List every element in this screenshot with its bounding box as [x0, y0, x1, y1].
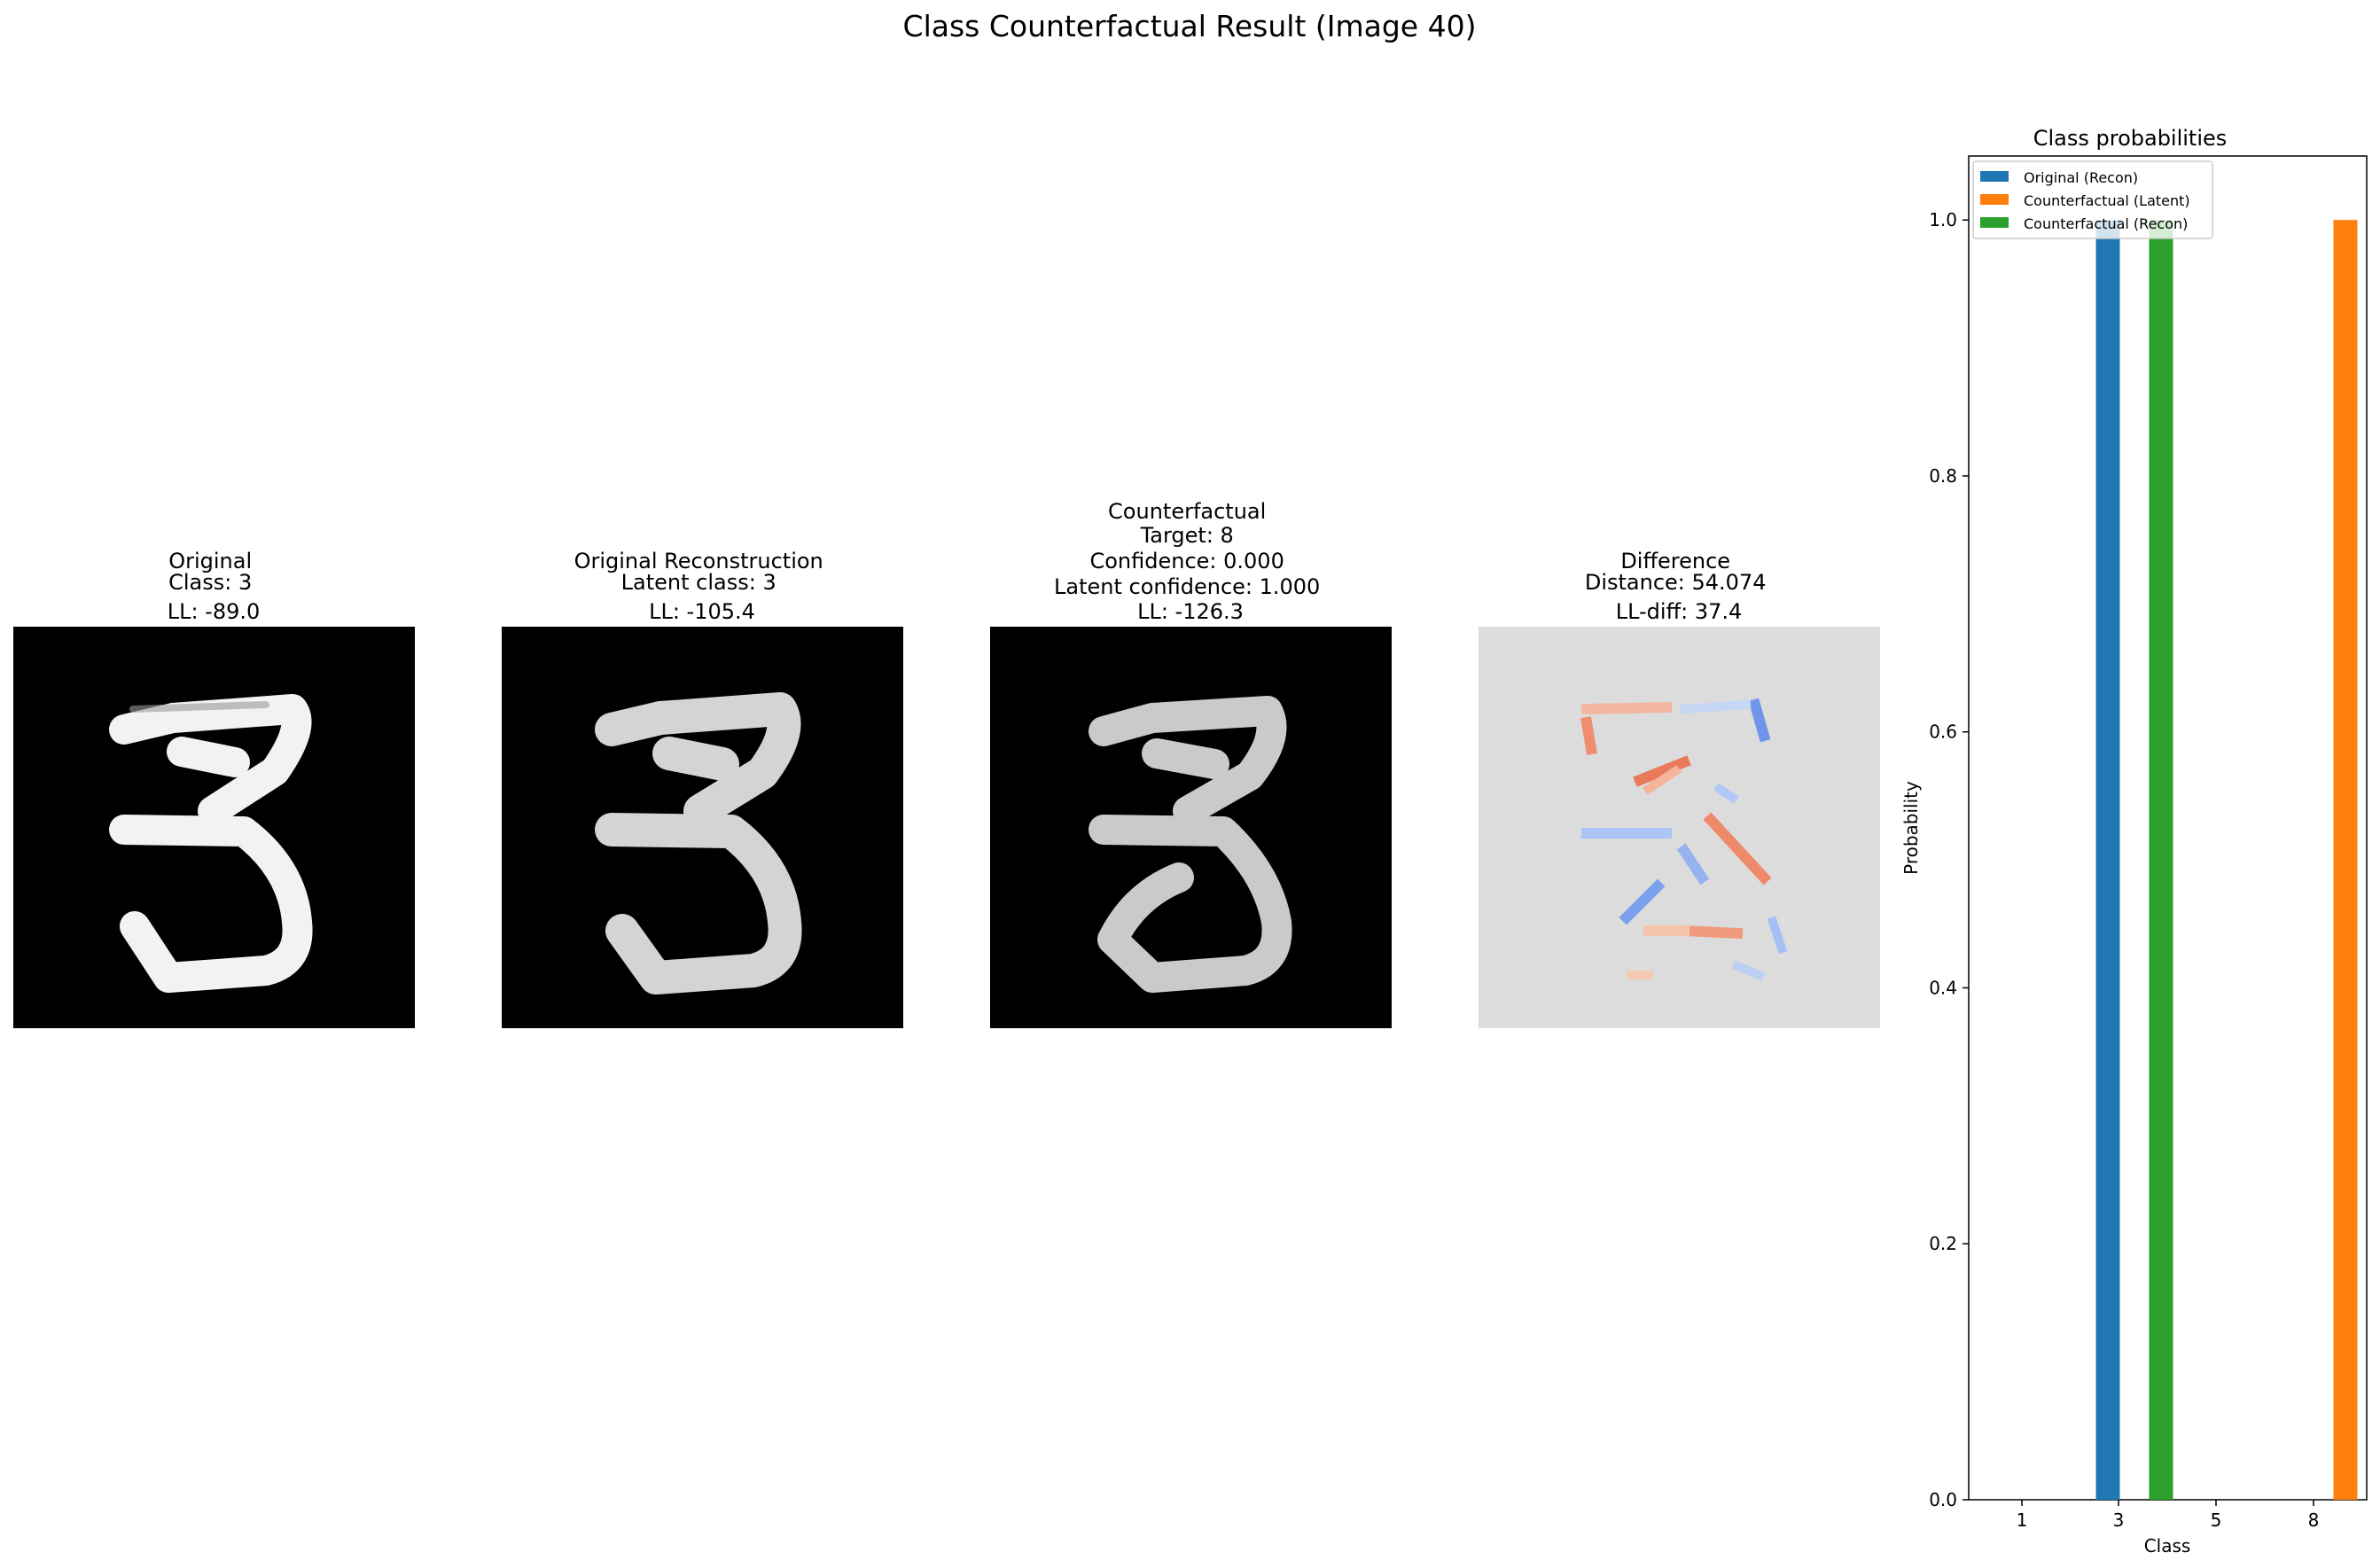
legend-entry: Counterfactual (Recon): [2024, 215, 2188, 232]
svg-text:Original Class: 3: Original Class: 3 LL: -89.0: [168, 549, 261, 624]
panel-title-line: Confidence: 0.000: [1089, 549, 1284, 573]
panel-title-line: Latent confidence: 1.000: [1054, 574, 1320, 599]
panel-title-line: Latent class: 3: [621, 570, 776, 595]
legend: Original (Recon) Counterfactual (Latent)…: [1972, 160, 2213, 239]
y-tick-label: 0.6: [1929, 722, 1957, 743]
panel-title-line: Target: 8: [1140, 523, 1234, 548]
panel-title-line: LL: -105.4: [649, 599, 755, 624]
panel-title-line: Distance: 54.074: [1585, 570, 1767, 595]
chart-title: Class probabilities: [2033, 126, 2228, 151]
digit-counterfactual: [1089, 696, 1292, 993]
legend-entry: Original (Recon): [2024, 169, 2138, 186]
svg-text:Difference Distance: 54.: Difference Distance: 54.074 LL-diff: 37.…: [1585, 549, 1773, 624]
x-ticks: 1 3 5 8: [2017, 1500, 2320, 1531]
digit-3-image: [109, 694, 313, 993]
svg-text:Original Reconstruction: Original Reconstruction Latent class: 3 …: [574, 549, 831, 624]
panel-title-line: LL: -126.3: [1137, 599, 1244, 624]
bar: [2095, 220, 2120, 1501]
bar: [2333, 220, 2358, 1501]
figure-title: Class Counterfactual Result (Image 40): [903, 9, 1477, 43]
panel-title-line: Difference: [1620, 549, 1730, 573]
x-tick-label: 3: [2113, 1509, 2125, 1531]
legend-swatch: [1980, 171, 2009, 182]
panel-title-line: LL: -89.0: [168, 599, 261, 624]
panel-reconstruction: Original Reconstruction Latent class: 3 …: [502, 549, 903, 1028]
panel-title-line: Original: [168, 549, 252, 573]
class-probabilities-chart: Class probabilities 1 3 5 8 0.0 0.2 0.4 0.6 0.8…: [1900, 126, 2368, 1556]
y-tick-label: 0.4: [1929, 977, 1957, 998]
panel-title-line: LL-diff: 37.4: [1616, 599, 1743, 624]
panel-counterfactual: Counterfactual Target: 8 Confidence: 0.0…: [990, 499, 1392, 1028]
x-tick-label: 8: [2308, 1509, 2320, 1531]
y-tick-label: 1.0: [1929, 209, 1957, 230]
panel-difference: Difference Distance: 54.074 LL-diff: 37.…: [1479, 549, 1880, 1028]
legend-swatch: [1980, 217, 2009, 228]
legend-box: [1972, 160, 2213, 239]
y-axis-label: Probability: [1900, 781, 1922, 875]
svg-text:Counterfactual Target: 8: Counterfactual Target: 8 Confidence: 0.0…: [1054, 499, 1327, 624]
legend-entry: Counterfactual (Latent): [2024, 192, 2190, 209]
digit-3-reconstruction: [595, 692, 802, 995]
y-tick-label: 0.8: [1929, 465, 1957, 487]
legend-swatch: [1980, 194, 2009, 205]
bars-group: [2095, 220, 2358, 1501]
panel-title-line: Class: 3: [168, 570, 252, 595]
y-ticks: 0.0 0.2 0.4 0.6 0.8 1.0: [1929, 209, 1969, 1510]
x-tick-label: 5: [2211, 1509, 2222, 1531]
difference-image-bg: [1479, 627, 1880, 1028]
bar: [2149, 220, 2173, 1501]
panel-original: Original Class: 3 LL: -89.0: [13, 549, 415, 1028]
y-tick-label: 0.0: [1929, 1489, 1957, 1510]
difference-map: [1580, 698, 1788, 981]
x-tick-label: 1: [2017, 1509, 2028, 1531]
x-axis-label: Class: [2144, 1535, 2191, 1556]
panel-title-line: Counterfactual: [1108, 499, 1266, 524]
y-tick-label: 0.2: [1929, 1233, 1957, 1254]
